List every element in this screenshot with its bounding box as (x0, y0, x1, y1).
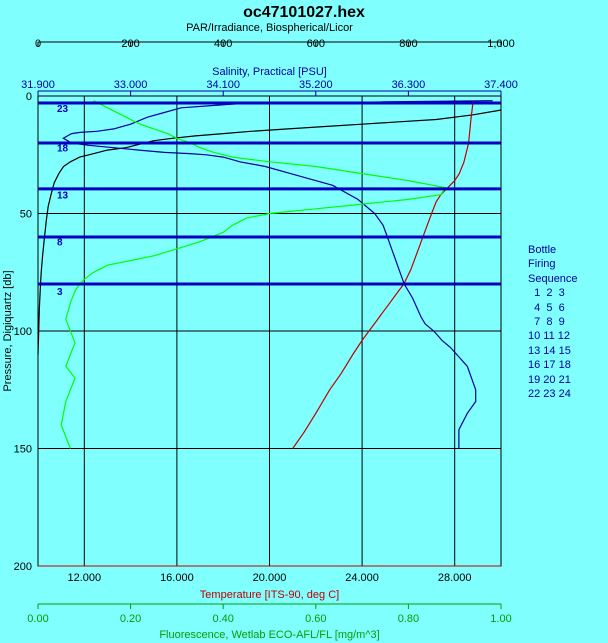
series-line-fluorescence (60, 100, 447, 449)
y-axis-label: Pressure, Digiquartz [db] (2, 270, 14, 391)
bottle-legend: Bottle Firing Sequence 1 2 3 4 5 6 7 8 9 10… (528, 243, 578, 401)
series-line-salinity (62, 100, 493, 449)
bottle-number-label: 3 (57, 287, 63, 298)
top-axis-tick-label: 35.200 (299, 79, 333, 91)
y-tick-label: 100 (14, 326, 32, 338)
y-tick-label: 50 (20, 209, 32, 221)
series-line-temperature (292, 100, 474, 449)
top-axis-tick-label: 34.100 (206, 79, 240, 91)
legend-bottle-row: 13 14 15 (528, 344, 571, 357)
top-axis-tick-label: 31.900 (21, 79, 55, 91)
top-axis-tick-label: 200 (121, 38, 139, 50)
fluorescence-tick-label: 1.00 (490, 613, 511, 625)
top-axis-title: PAR/Irradiance, Biospherical/Licor (186, 22, 353, 34)
top-axis-title: Salinity, Practical [PSU] (212, 66, 327, 78)
legend-bottle-row: 16 17 18 (528, 359, 571, 372)
fluorescence-axis-title: Fluorescence, Wetlab ECO-AFL/FL [mg/m^3] (159, 629, 379, 641)
legend-bottle-row: 10 11 12 (528, 330, 571, 343)
top-axis-tick-label: 0 (35, 38, 41, 50)
temperature-tick-label: 28.000 (438, 572, 472, 584)
y-tick-label: 150 (14, 444, 32, 456)
legend-title-line: Bottle (528, 244, 557, 256)
bottle-number-label: 8 (57, 238, 63, 249)
top-axis-tick-label: 600 (307, 38, 325, 50)
y-tick-label: 200 (14, 561, 32, 573)
temperature-tick-label: 20.000 (253, 572, 287, 584)
temperature-axis-title: Temperature [ITS-90, deg C] (200, 589, 339, 601)
temperature-tick-label: 16.000 (160, 572, 194, 584)
bottle-number-label: 23 (57, 104, 69, 115)
fluorescence-tick-label: 0.00 (27, 613, 48, 625)
fluorescence-tick-label: 0.60 (305, 613, 326, 625)
fluorescence-tick-label: 0.80 (398, 613, 419, 625)
series-line-par (37, 109, 501, 355)
legend-title-line: Firing (528, 258, 556, 271)
top-axis-tick-label: 1,000 (487, 38, 515, 50)
legend-bottle-row: 22 23 24 (528, 388, 571, 401)
legend-bottle-row: 7 8 9 (528, 316, 565, 329)
legend-title-line: Sequence (528, 272, 578, 285)
legend-bottle-row: 1 2 3 (528, 287, 565, 300)
top-axis-tick-label: 33.000 (114, 79, 148, 91)
bottle-number-label: 18 (57, 144, 69, 155)
top-axis-tick-label: 37.400 (484, 79, 518, 91)
chart-title: oc47101027.hex (243, 4, 365, 21)
temperature-tick-label: 24.000 (345, 572, 379, 584)
fluorescence-tick-label: 0.40 (212, 613, 233, 625)
fluorescence-tick-label: 0.20 (120, 613, 141, 625)
top-axis-tick-label: 400 (214, 38, 232, 50)
top-axis-tick-label: 36.300 (392, 79, 426, 91)
bottle-number-label: 13 (57, 191, 69, 202)
legend-bottle-row: 19 20 21 (528, 373, 571, 386)
legend-bottle-row: 4 5 6 (528, 301, 565, 314)
y-tick-label: 0 (26, 91, 32, 103)
temperature-tick-label: 12.000 (67, 572, 101, 584)
top-axis-tick-label: 800 (399, 38, 417, 50)
